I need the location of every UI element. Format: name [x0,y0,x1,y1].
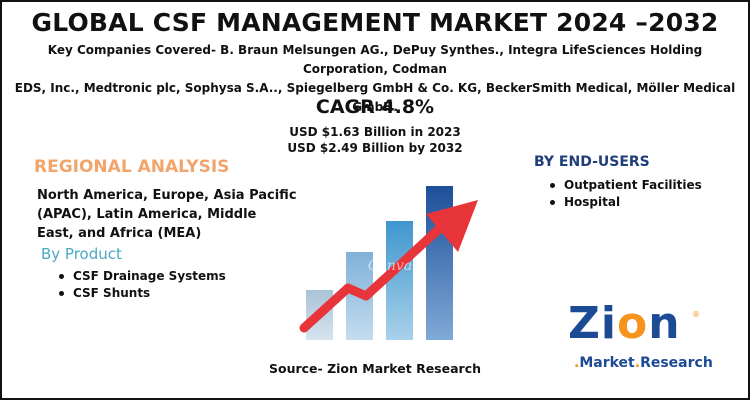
list-item: CSF Shunts [57,285,226,302]
by-end-users-list: Outpatient Facilities Hospital [548,177,702,211]
logo-letter: o [617,298,649,349]
trend-up-arrow-icon [299,200,478,333]
key-companies-line-1: Key Companies Covered- B. Braun Melsunge… [47,43,703,76]
logo-letter: Z [568,298,601,349]
cagr-value: CAGR 4.8% [315,96,435,118]
logo-dot: . [574,355,580,371]
logo-letter: i [600,298,617,349]
list-item: Hospital [548,194,702,211]
logo-letter: n [648,298,681,349]
key-companies: Key Companies Covered- B. Braun Melsunge… [6,41,744,117]
zion-logo-word: Zion [568,298,681,349]
list-item: CSF Drainage Systems [57,268,226,285]
page-title: GLOBAL CSF MANAGEMENT MARKET 2024 –2032 [31,8,719,37]
source-credit: Source- Zion Market Research [268,361,482,376]
key-companies-line-2: EDS, Inc., Medtronic plc, Sophysa S.A..,… [14,81,736,114]
logo-market: Market [579,355,635,371]
market-size-2032: USD $2.49 Billion by 2032 [287,141,463,155]
by-end-users-title: BY END-USERS [534,154,650,170]
canva-watermark: Canva [368,258,412,274]
regional-analysis-title: REGIONAL ANALYSIS [34,157,230,177]
registered-mark: ® [692,310,700,319]
chart-bar-3 [386,221,413,340]
market-size-2023: USD $1.63 Billion in 2023 [289,125,461,139]
zion-logo-tagline: .Market.Research [574,355,713,371]
list-item: Outpatient Facilities [548,177,702,194]
regional-analysis-text: North America, Europe, Asia Pacific (APA… [37,188,297,241]
by-product-list: CSF Drainage Systems CSF Shunts [57,268,226,302]
growth-bar-chart-icon: Canva [299,186,478,340]
zion-logo: Zion ® .Market.Research [566,298,713,378]
logo-dot: . [634,355,641,371]
logo-research: Research [640,355,713,371]
by-product-title: By Product [41,245,122,263]
